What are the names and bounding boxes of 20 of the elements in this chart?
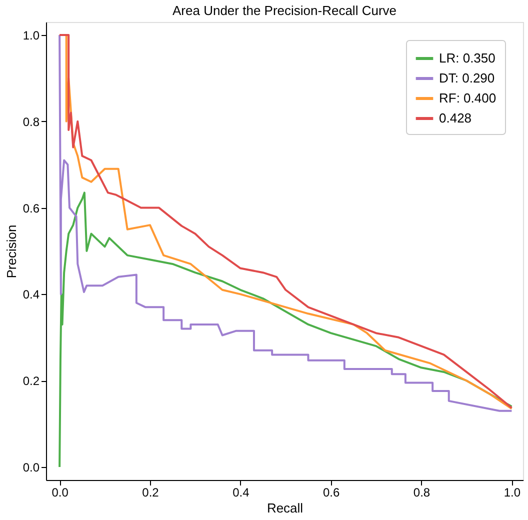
x-tick-label: 0.8 xyxy=(413,486,430,500)
legend-label: 0.428 xyxy=(439,110,472,126)
y-tick-label: 0.4 xyxy=(22,288,40,302)
y-tick-label: 0.8 xyxy=(22,114,40,129)
x-tick-label: 0.4 xyxy=(232,486,250,500)
chart-title: Area Under the Precision-Recall Curve xyxy=(172,3,396,18)
x-tick-label: 1.0 xyxy=(504,486,521,500)
y-tick-label: 0.0 xyxy=(22,460,40,475)
legend-label: RF: 0.400 xyxy=(439,90,496,106)
x-tick-label: 0.6 xyxy=(323,486,340,500)
x-tick-label: 0.2 xyxy=(142,486,160,500)
y-axis-title: Precision xyxy=(4,224,19,278)
line-series xyxy=(58,192,513,468)
x-tick-label: 0.0 xyxy=(52,486,69,500)
y-tick-label: 0.6 xyxy=(22,201,40,216)
x-axis-title: Recall xyxy=(266,500,304,516)
legend-label: LR: 0.350 xyxy=(439,50,496,66)
legend-label: DT: 0.290 xyxy=(439,70,495,86)
y-tick-label: 0.2 xyxy=(22,374,40,388)
y-tick-label: 1.0 xyxy=(22,28,40,42)
